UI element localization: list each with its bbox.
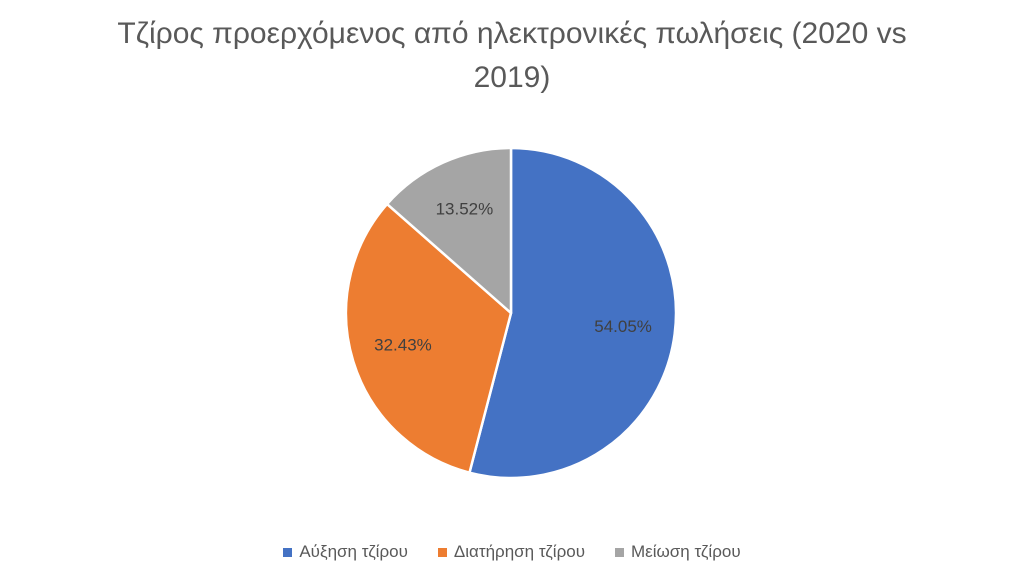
pie-slice-increase [468,146,678,480]
legend-item-decrease: Μείωση τζίρου [615,541,741,563]
legend-item-maintain: Διατήρηση τζίρου [437,541,585,563]
legend-label-maintain: Διατήρηση τζίρου [453,542,585,561]
legend-label-increase: Αύξηση τζίρου [299,542,408,561]
data-label-maintain: 32.43% [374,336,432,355]
legend-swatch-maintain [437,547,447,557]
pie-slices [344,146,678,480]
legend-label-decrease: Μείωση τζίρου [631,542,741,561]
legend-swatch-increase [283,547,293,557]
legend-swatch-decrease [615,547,624,557]
chart-title-line-1: Τζίρος προερχόμενος από ηλεκτρονικές πωλ… [117,17,907,50]
pie-data-labels: 54.05% 32.43% 13.52% [374,200,652,355]
chart-legend: Αύξηση τζίρου Διατήρηση τζίρου Μείωση τζ… [0,541,1024,563]
chart-title-line-2: 2019) [473,61,551,94]
legend-item-increase: Αύξηση τζίρου [283,541,408,563]
pie-slice-maintain [344,202,513,474]
chart-title: Τζίρος προερχόμενος από ηλεκτρονικές πωλ… [0,12,1024,100]
pie-slice-decrease [385,146,513,315]
data-label-decrease: 13.52% [436,200,494,219]
data-label-increase: 54.05% [594,317,652,336]
